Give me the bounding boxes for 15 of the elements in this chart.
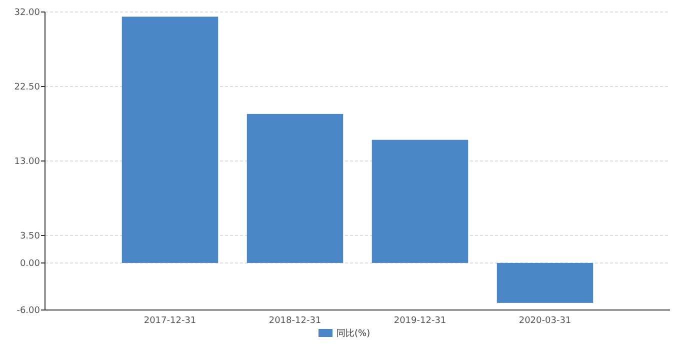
y-tick-label: 22.50 — [14, 82, 40, 92]
bar — [496, 262, 594, 303]
y-tick-label: 32.00 — [14, 8, 40, 18]
x-tick-label: 2017-12-31 — [144, 316, 196, 326]
bar — [372, 140, 468, 263]
y-tick-label: 3.50 — [20, 232, 40, 242]
bar — [122, 16, 218, 263]
x-tick-label: 2018-12-31 — [268, 316, 322, 326]
legend-label: 同比(%) — [336, 328, 370, 339]
x-tick-label: 2019-12-31 — [394, 316, 446, 326]
y-tick-label: 13.00 — [14, 157, 40, 167]
x-tick-label: 2020-03-31 — [518, 316, 572, 326]
y-tick-label: -6.00 — [16, 306, 40, 316]
bar — [246, 114, 344, 263]
y-tick-label: 0.00 — [20, 258, 40, 269]
